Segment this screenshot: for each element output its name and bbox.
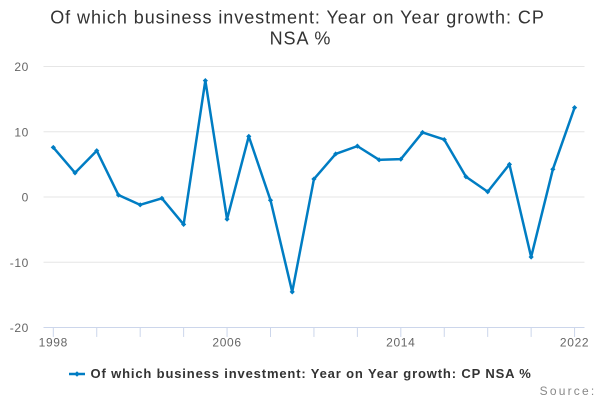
svg-text:0: 0 bbox=[22, 191, 29, 205]
svg-text:-10: -10 bbox=[10, 256, 29, 270]
svg-text:-20: -20 bbox=[10, 321, 29, 335]
svg-text:2014: 2014 bbox=[386, 335, 415, 349]
svg-text:Of which business investment:: Of which business investment: Year on Ye… bbox=[50, 8, 545, 28]
svg-text:2006: 2006 bbox=[212, 335, 241, 349]
svg-text:20: 20 bbox=[14, 60, 29, 74]
svg-text:Of which business investment:: Of which business investment: Year on Ye… bbox=[91, 366, 532, 381]
svg-text:2022: 2022 bbox=[560, 335, 589, 349]
svg-text:NSA %: NSA % bbox=[270, 29, 332, 49]
svg-text:1998: 1998 bbox=[39, 335, 68, 349]
svg-text:Source:: Source: bbox=[540, 384, 597, 398]
svg-text:10: 10 bbox=[14, 126, 29, 140]
